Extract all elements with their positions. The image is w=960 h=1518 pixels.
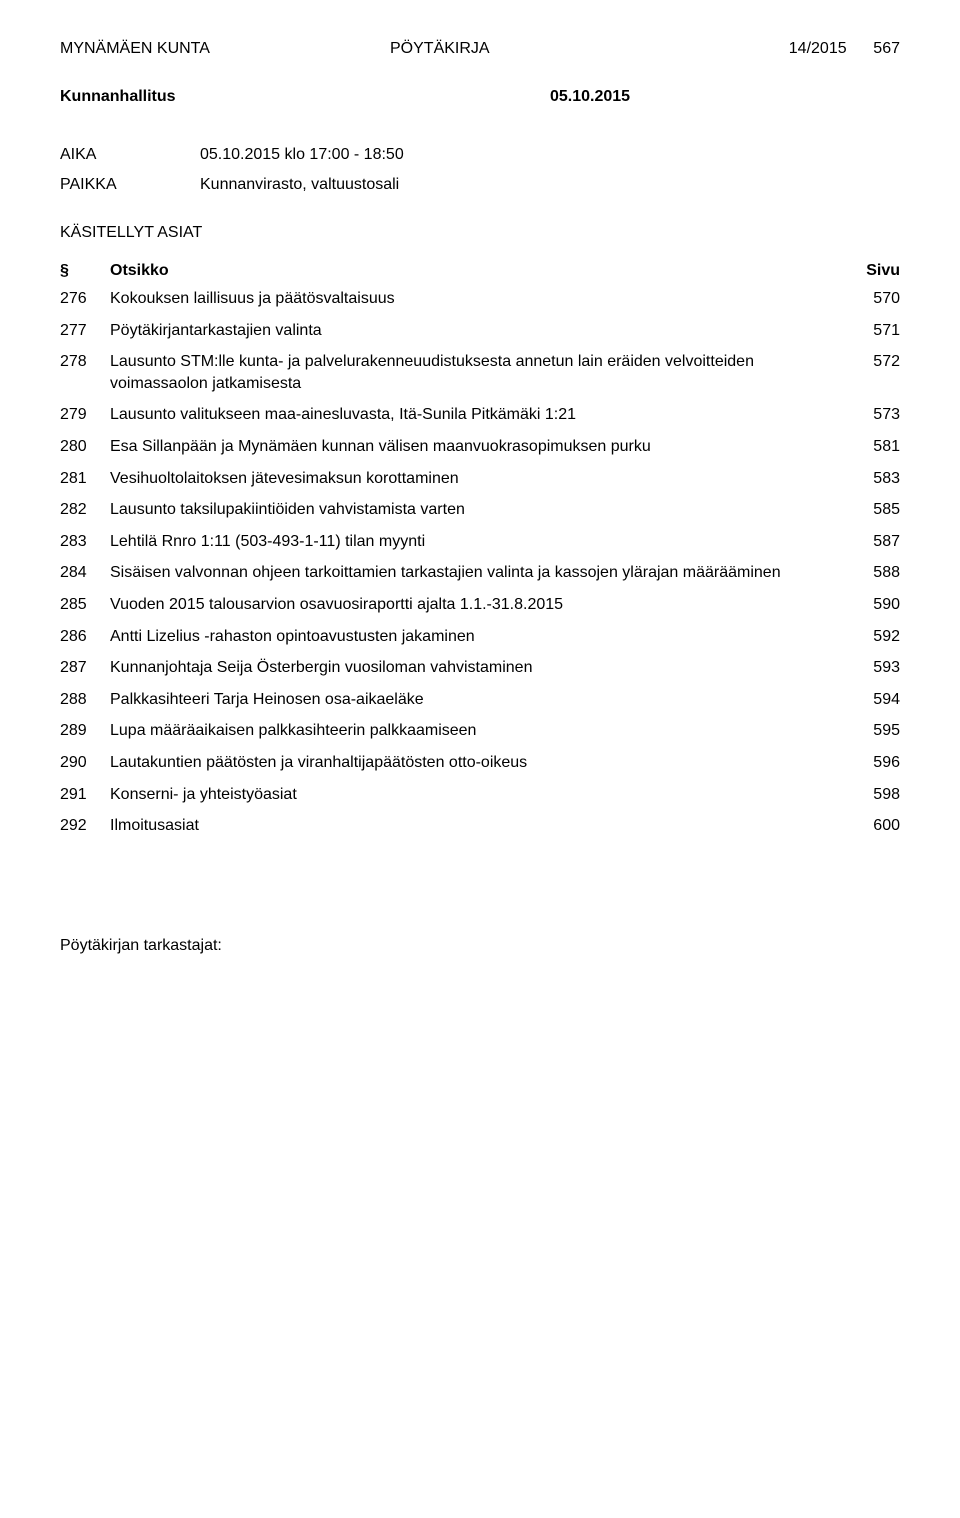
agenda-item-number: 289 <box>60 720 110 742</box>
agenda-item-number: 287 <box>60 657 110 679</box>
agenda-row: 279Lausunto valitukseen maa-ainesluvasta… <box>60 404 900 426</box>
agenda-item-title: Vuoden 2015 talousarvion osavuosiraportt… <box>110 594 840 616</box>
agenda-row: 284Sisäisen valvonnan ohjeen tarkoittami… <box>60 562 900 584</box>
agenda-item-number: 283 <box>60 531 110 553</box>
agenda-item-page: 592 <box>840 626 900 648</box>
agenda-item-page: 570 <box>840 288 900 310</box>
agenda-row: 283Lehtilä Rnro 1:11 (503-493-1-11) tila… <box>60 531 900 553</box>
time-value: 05.10.2015 klo 17:00 - 18:50 <box>200 146 900 164</box>
agenda-item-title: Lausunto STM:lle kunta- ja palvelurakenn… <box>110 351 840 394</box>
meeting-date: 05.10.2015 <box>410 88 900 106</box>
agenda-row: 276Kokouksen laillisuus ja päätösvaltais… <box>60 288 900 310</box>
agenda-item-number: 286 <box>60 626 110 648</box>
agenda-item-number: 290 <box>60 752 110 774</box>
agenda-item-page: 600 <box>840 815 900 837</box>
agenda-item-page: 596 <box>840 752 900 774</box>
agenda-item-title: Lausunto valitukseen maa-ainesluvasta, I… <box>110 404 840 426</box>
agenda-item-page: 581 <box>840 436 900 458</box>
agenda-item-page: 590 <box>840 594 900 616</box>
agenda-row: 287Kunnanjohtaja Seija Österbergin vuosi… <box>60 657 900 679</box>
agenda-item-page: 573 <box>840 404 900 426</box>
org-name: MYNÄMÄEN KUNTA <box>60 40 390 58</box>
meeting-time-row: AIKA 05.10.2015 klo 17:00 - 18:50 <box>60 146 900 164</box>
col-header-symbol: § <box>60 262 110 280</box>
agenda-item-title: Lautakuntien päätösten ja viranhaltijapä… <box>110 752 840 774</box>
agenda-row: 291Konserni- ja yhteistyöasiat598 <box>60 784 900 806</box>
page-number: 567 <box>873 40 900 57</box>
agenda-row: 278Lausunto STM:lle kunta- ja palvelurak… <box>60 351 900 394</box>
doc-number: 14/2015 <box>789 40 847 57</box>
agenda-item-title: Lehtilä Rnro 1:11 (503-493-1-11) tilan m… <box>110 531 840 553</box>
agenda-item-title: Lupa määräaikaisen palkkasihteerin palkk… <box>110 720 840 742</box>
agenda-item-number: 288 <box>60 689 110 711</box>
agenda-row: 285Vuoden 2015 talousarvion osavuosirapo… <box>60 594 900 616</box>
agenda-item-title: Esa Sillanpään ja Mynämäen kunnan välise… <box>110 436 840 458</box>
time-label: AIKA <box>60 146 200 164</box>
agenda-table-header: § Otsikko Sivu <box>60 262 900 280</box>
agenda-item-number: 281 <box>60 468 110 490</box>
agenda-item-title: Antti Lizelius -rahaston opintoavustuste… <box>110 626 840 648</box>
agenda-item-title: Konserni- ja yhteistyöasiat <box>110 784 840 806</box>
agenda-item-title: Palkkasihteeri Tarja Heinosen osa-aikael… <box>110 689 840 711</box>
agenda-item-number: 278 <box>60 351 110 394</box>
agenda-item-page: 588 <box>840 562 900 584</box>
page-subheader: Kunnanhallitus 05.10.2015 <box>60 88 900 106</box>
agenda-item-number: 292 <box>60 815 110 837</box>
agenda-row: 277Pöytäkirjantarkastajien valinta571 <box>60 320 900 342</box>
agenda-item-number: 284 <box>60 562 110 584</box>
agenda-item-number: 291 <box>60 784 110 806</box>
agenda-row: 286Antti Lizelius -rahaston opintoavustu… <box>60 626 900 648</box>
agenda-item-title: Kokouksen laillisuus ja päätösvaltaisuus <box>110 288 840 310</box>
place-label: PAIKKA <box>60 176 200 194</box>
agenda-row: 289Lupa määräaikaisen palkkasihteerin pa… <box>60 720 900 742</box>
agenda-item-page: 583 <box>840 468 900 490</box>
col-header-page: Sivu <box>840 262 900 280</box>
page-header: MYNÄMÄEN KUNTA PÖYTÄKIRJA 14/2015 567 <box>60 40 900 58</box>
agenda-item-number: 280 <box>60 436 110 458</box>
agenda-row: 288Palkkasihteeri Tarja Heinosen osa-aik… <box>60 689 900 711</box>
agenda-item-title: Pöytäkirjantarkastajien valinta <box>110 320 840 342</box>
agenda-item-page: 594 <box>840 689 900 711</box>
col-header-title: Otsikko <box>110 262 840 280</box>
agenda-item-title: Vesihuoltolaitoksen jätevesimaksun korot… <box>110 468 840 490</box>
place-value: Kunnanvirasto, valtuustosali <box>200 176 900 194</box>
page-footer: Pöytäkirjan tarkastajat: <box>60 937 900 955</box>
agenda-item-number: 277 <box>60 320 110 342</box>
agenda-row: 281Vesihuoltolaitoksen jätevesimaksun ko… <box>60 468 900 490</box>
agenda-item-page: 585 <box>840 499 900 521</box>
agenda-table-body: 276Kokouksen laillisuus ja päätösvaltais… <box>60 288 900 837</box>
agenda-item-title: Kunnanjohtaja Seija Österbergin vuosilom… <box>110 657 840 679</box>
agenda-item-page: 593 <box>840 657 900 679</box>
agenda-item-page: 572 <box>840 351 900 394</box>
agenda-item-title: Sisäisen valvonnan ohjeen tarkoittamien … <box>110 562 840 584</box>
agenda-row: 282Lausunto taksilupakiintiöiden vahvist… <box>60 499 900 521</box>
agenda-row: 290Lautakuntien päätösten ja viranhaltij… <box>60 752 900 774</box>
committee-name: Kunnanhallitus <box>60 88 410 106</box>
meeting-place-row: PAIKKA Kunnanvirasto, valtuustosali <box>60 176 900 194</box>
agenda-item-page: 595 <box>840 720 900 742</box>
agenda-row: 292Ilmoitusasiat600 <box>60 815 900 837</box>
agenda-item-number: 276 <box>60 288 110 310</box>
agenda-item-title: Ilmoitusasiat <box>110 815 840 837</box>
doc-number-page: 14/2015 567 <box>720 40 900 58</box>
agenda-item-page: 587 <box>840 531 900 553</box>
agenda-item-number: 279 <box>60 404 110 426</box>
agenda-row: 280Esa Sillanpään ja Mynämäen kunnan väl… <box>60 436 900 458</box>
agenda-item-number: 285 <box>60 594 110 616</box>
agenda-item-page: 598 <box>840 784 900 806</box>
agenda-item-number: 282 <box>60 499 110 521</box>
agenda-item-title: Lausunto taksilupakiintiöiden vahvistami… <box>110 499 840 521</box>
doc-type: PÖYTÄKIRJA <box>390 40 720 58</box>
agenda-item-page: 571 <box>840 320 900 342</box>
section-title: KÄSITELLYT ASIAT <box>60 224 900 242</box>
